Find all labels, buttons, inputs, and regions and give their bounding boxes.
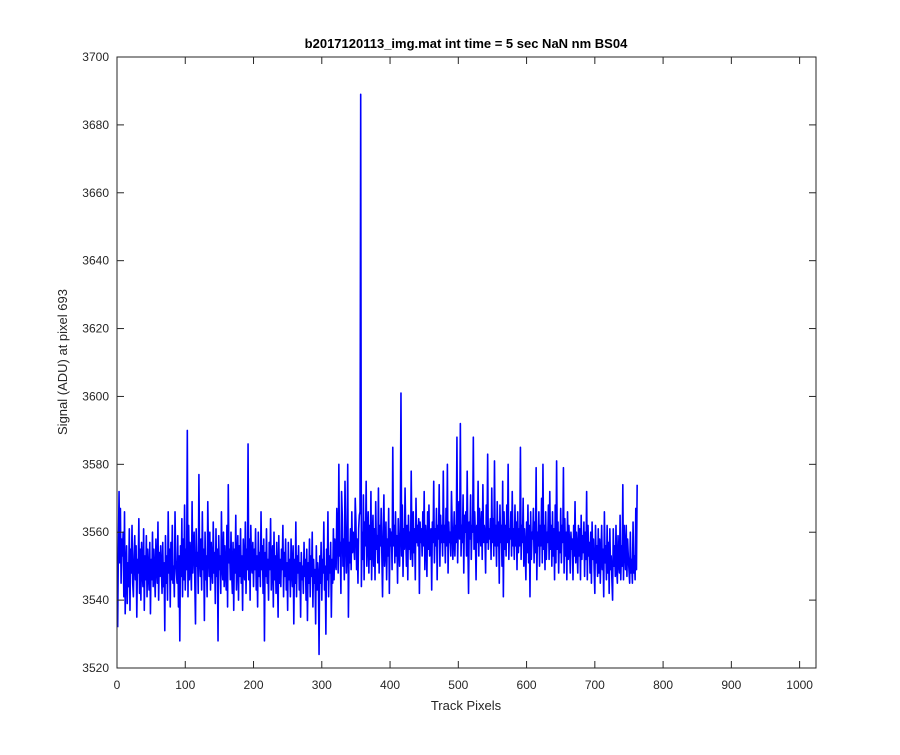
x-tick-label: 400 bbox=[380, 678, 400, 692]
x-tick-label: 100 bbox=[175, 678, 195, 692]
y-tick-label: 3540 bbox=[82, 593, 109, 607]
x-tick-label: 200 bbox=[244, 678, 264, 692]
y-tick-label: 3680 bbox=[82, 118, 109, 132]
series-layer bbox=[117, 93, 638, 656]
x-axis-label: Track Pixels bbox=[431, 698, 502, 713]
y-tick-label: 3600 bbox=[82, 389, 109, 403]
y-tick-label: 3700 bbox=[82, 50, 109, 64]
y-axis: 3520 3540 3560 3580 3600 3620 3640 3660 3680 3700 bbox=[82, 50, 816, 675]
axes-box bbox=[116, 56, 817, 669]
y-tick-label: 3660 bbox=[82, 186, 109, 200]
x-tick-label: 1000 bbox=[786, 678, 813, 692]
chart-title: b2017120113_img.mat int time = 5 sec NaN… bbox=[305, 36, 628, 51]
x-tick-label: 700 bbox=[585, 678, 605, 692]
x-tick-label: 0 bbox=[114, 678, 121, 692]
x-tick-label: 800 bbox=[653, 678, 673, 692]
x-tick-label: 600 bbox=[517, 678, 537, 692]
y-tick-label: 3620 bbox=[82, 322, 109, 336]
y-axis-label: Signal (ADU) at pixel 693 bbox=[55, 289, 70, 435]
x-tick-label: 500 bbox=[448, 678, 468, 692]
x-axis: 0 100 200 300 400 500 600 700 800 900 1000 bbox=[114, 57, 813, 692]
y-tick-label: 3560 bbox=[82, 525, 109, 539]
x-tick-label: 900 bbox=[721, 678, 741, 692]
y-tick-label: 3580 bbox=[82, 457, 109, 471]
x-tick-label: 300 bbox=[312, 678, 332, 692]
y-tick-label: 3640 bbox=[82, 254, 109, 268]
y-tick-label: 3520 bbox=[82, 661, 109, 675]
series-line-0 bbox=[117, 93, 638, 656]
